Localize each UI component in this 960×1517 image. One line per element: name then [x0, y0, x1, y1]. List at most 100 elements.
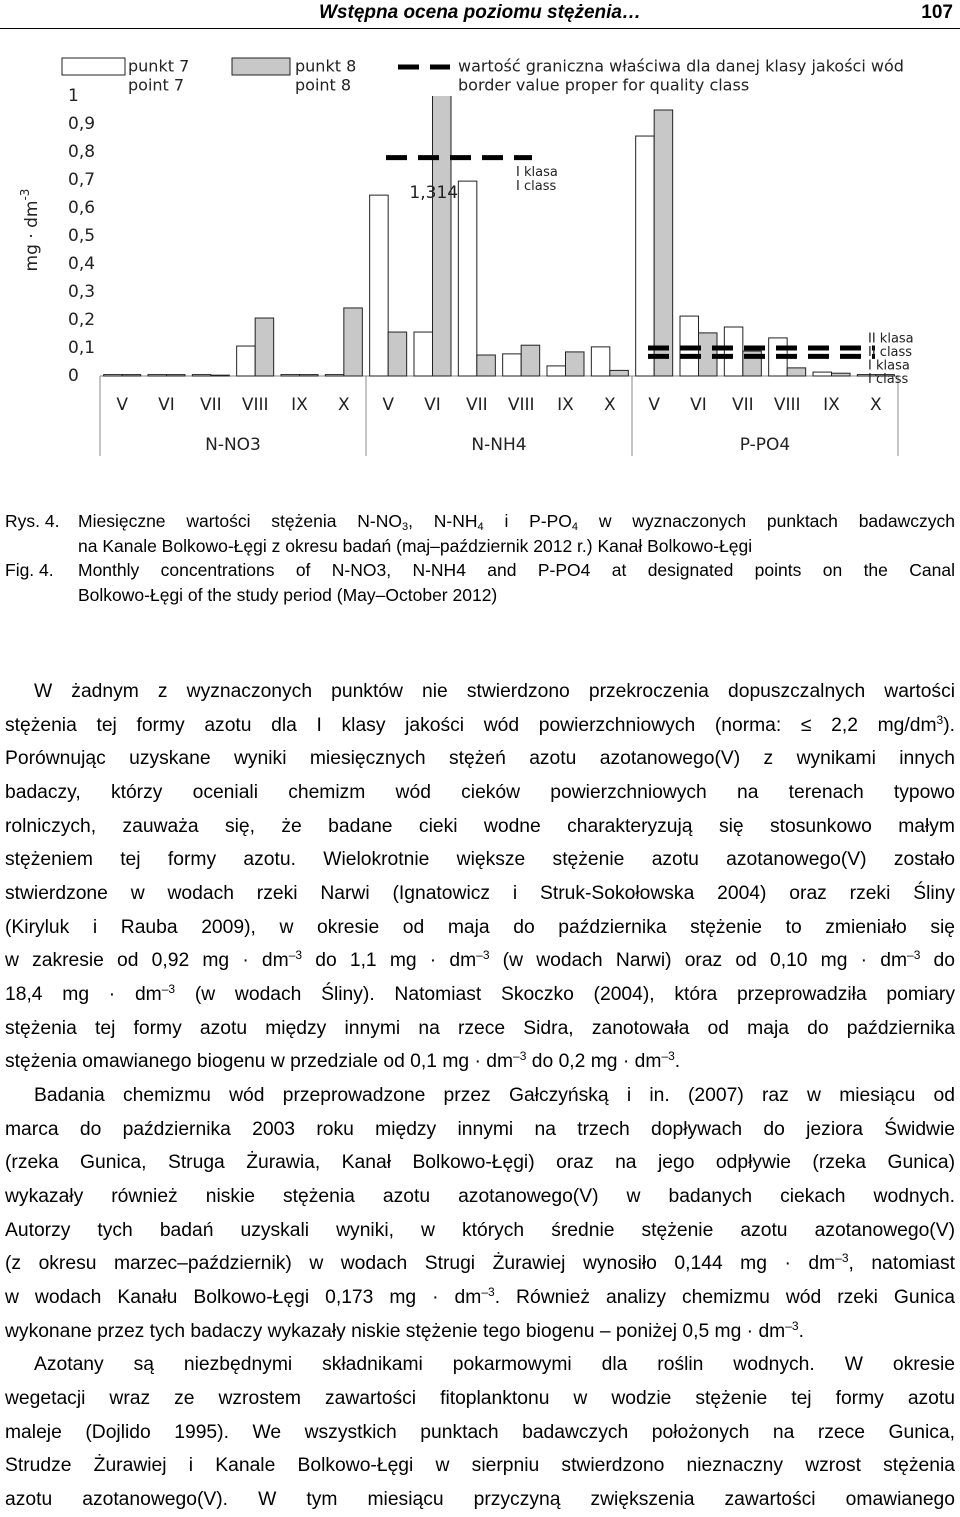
caption-label: Fig. 4.	[5, 560, 54, 580]
bar	[635, 135, 655, 377]
text-run: (w wodach Narwi) oraz od 0,10 mg · dm	[489, 950, 908, 972]
text-run: azotu azotanowego(V). W tym miesiącu prz…	[5, 1489, 955, 1511]
y-tick-label: 0,6	[68, 198, 95, 218]
threshold-label: II klasa	[868, 332, 914, 347]
text-run: do 0,2 mg · dm	[526, 1051, 662, 1073]
legend-label: punkt 7	[128, 57, 189, 76]
text-line: w zakresie od 0,92 mg · dm–3 do 1,1 mg ·…	[5, 944, 955, 978]
text-line: badaczy, którzy oceniali chemizm wód cie…	[5, 776, 955, 810]
y-tick-label: 0,2	[68, 310, 95, 330]
running-header: Wstępna ocena poziomu stężenia… 107	[0, 0, 960, 29]
legend-swatch	[61, 57, 126, 76]
body-text: W żadnym z wyznaczonych punktów nie stwi…	[5, 675, 955, 1517]
caption-label: Rys. 4.	[5, 511, 60, 531]
text-run: Porównując uzyskane wyniki miesięcznych …	[5, 748, 955, 770]
text-run: Strudze Żurawiej i Kanale Bolkowo-Łęgi w…	[5, 1455, 955, 1477]
script-text: 4	[477, 521, 484, 533]
bars	[103, 96, 895, 377]
text-run: wykazały również niskie stężenia azotu a…	[5, 1186, 955, 1208]
bar	[653, 109, 674, 377]
bar	[609, 369, 629, 377]
text-run: Azotany są niezbędnymi składnikami pokar…	[34, 1354, 955, 1376]
group-label: P-PO4	[740, 435, 790, 455]
text-run: (rzeka Gunica, Struga Żurawia, Kanał Bol…	[5, 1152, 955, 1174]
y-axis-label-sup: -3	[18, 189, 32, 201]
bar	[369, 194, 389, 377]
text-run: (w wodach Śliny). Natomiast Skoczko (200…	[175, 984, 955, 1006]
text-line: 18,4 mg · dm–3 (w wodach Śliny). Natomia…	[5, 978, 955, 1012]
text-run: i P-PO	[483, 511, 572, 531]
x-tick-label: IX	[291, 395, 308, 415]
bar	[147, 374, 167, 377]
text-run: Miesięczne wartości stężenia N-NO	[78, 511, 402, 531]
y-tick-label: 0	[68, 366, 79, 386]
bar	[121, 374, 142, 377]
script-text: –3	[161, 982, 176, 997]
text-run: w wyznaczonych punktach badawczych	[578, 511, 955, 531]
x-tick-label: V	[648, 395, 660, 415]
script-text: –3	[785, 1318, 799, 1333]
text-run: ).	[943, 714, 955, 736]
script-text: –3	[661, 1049, 675, 1064]
y-tick-label: 0,4	[68, 254, 95, 274]
y-tick-label: 0,7	[68, 170, 95, 190]
bar	[786, 367, 807, 377]
group-label: N-NO3	[205, 435, 261, 455]
text-line: marca do października 2003 roku między i…	[5, 1113, 955, 1147]
script-text: –3	[476, 948, 490, 963]
text-run: (Kiryluk i Rauba 2009), w okresie od maj…	[5, 916, 955, 938]
y-tick-label: 0,3	[68, 282, 95, 302]
text-run: Bolkowo-Łęgi of the study period (May–Oc…	[78, 584, 498, 605]
group-label: N-NH4	[471, 435, 526, 455]
x-tick-label: IX	[823, 395, 840, 415]
text-line: wykonane przez tych badaczy wykazały nis…	[5, 1315, 955, 1349]
bar	[520, 344, 541, 377]
text-run: .	[674, 1051, 681, 1073]
text-line: na Kanale Bolkowo-Łęgi z okresu badań (m…	[78, 534, 955, 559]
text-run: w wodach Kanału Bolkowo-Łęgi 0,173 mg · …	[5, 1287, 482, 1309]
threshold-label: I class	[868, 372, 908, 387]
paragraph: Azotany są niezbędnymi składnikami pokar…	[5, 1348, 955, 1516]
text-run: .	[798, 1320, 804, 1342]
text-line: wykazały również niskie stężenia azotu a…	[5, 1180, 955, 1214]
text-run: stężenia tej formy azotu między innymi n…	[5, 1017, 955, 1039]
text-line: w wodach Kanału Bolkowo-Łęgi 0,173 mg · …	[5, 1281, 955, 1315]
text-run: 18,4 mg · dm	[5, 984, 162, 1006]
bar	[413, 331, 433, 377]
text-run: , natomiast	[848, 1253, 955, 1275]
threshold-label: I klasa	[516, 165, 558, 180]
bar	[476, 354, 496, 377]
threshold-label: I class	[516, 179, 556, 194]
text-run: , N-NH	[408, 511, 478, 531]
text-line: Autorzy tych badań uzyskali wyniki, w kt…	[5, 1214, 955, 1248]
threshold-label: II class	[868, 345, 912, 360]
text-run: W żadnym z wyznaczonych punktów nie stwi…	[34, 681, 955, 702]
text-line: azotu azotanowego(V). W tym miesiącu prz…	[5, 1483, 955, 1517]
text-line: Azotany są niezbędnymi składnikami pokar…	[5, 1348, 955, 1382]
bar	[546, 365, 566, 377]
bar	[166, 374, 186, 377]
text-run: marca do października 2003 roku między i…	[5, 1118, 955, 1140]
x-tick-label: VII	[200, 395, 222, 415]
y-tick-label: 0,1	[68, 338, 95, 358]
page-number: 107	[921, 2, 953, 23]
y-tick-label: 0,5	[68, 226, 95, 246]
legend-swatch	[231, 57, 291, 76]
bar	[565, 351, 585, 377]
text-line: Porównując uzyskane wyniki miesięcznych …	[5, 742, 955, 776]
text-run: stężeniem tej formy azotu. Wielokrotnie …	[5, 849, 955, 871]
text-run: maleje (Dojlido 1995). We wszystkich pun…	[5, 1421, 955, 1443]
text-run: (z okresu marzec–październik) w wodach S…	[5, 1253, 836, 1275]
text-run: . Również analizy chemizmu wód rzeki Gun…	[494, 1287, 955, 1309]
bar	[502, 353, 522, 377]
x-tick-label: VI	[158, 395, 175, 415]
bar	[723, 326, 744, 377]
threshold-label: I klasa	[868, 359, 910, 374]
x-tick-label: X	[870, 395, 882, 415]
text-run: rolniczych, zauważa się, że badane cieki…	[5, 815, 955, 837]
text-run: Autorzy tych badań uzyskali wyniki, w kt…	[5, 1219, 955, 1241]
x-tick-label: VII	[466, 395, 488, 415]
script-text: –3	[288, 948, 303, 963]
text-line: Monthly concentrations of N-NO3, N-NH4 a…	[78, 558, 955, 583]
